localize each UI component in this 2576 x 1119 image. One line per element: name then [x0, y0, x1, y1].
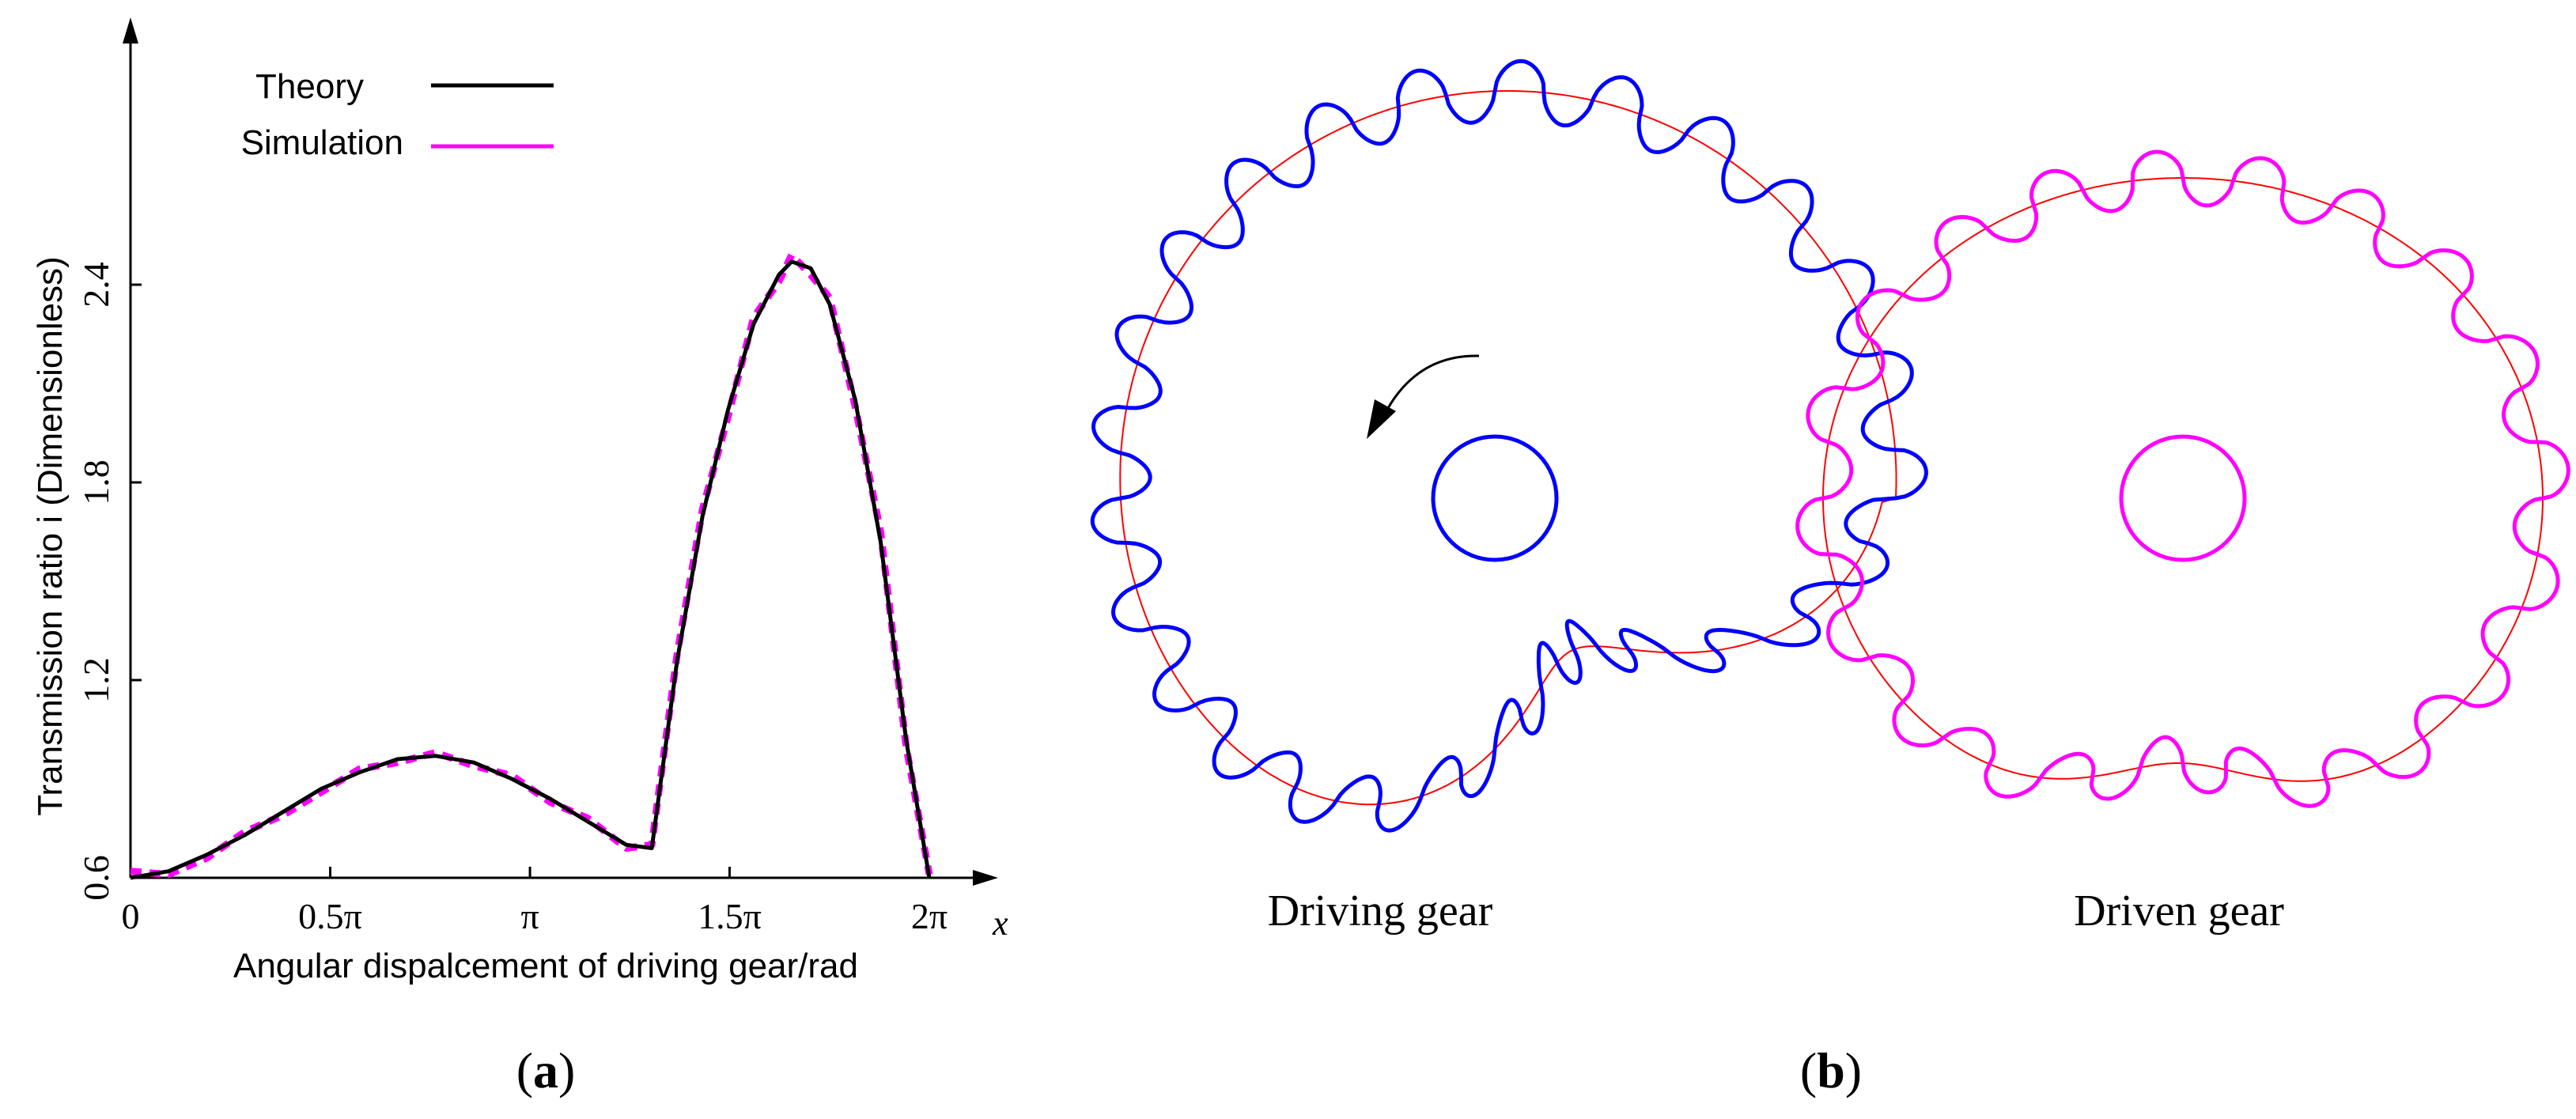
y-tick-label: 2.4: [76, 262, 116, 308]
y-tick-label: 1.8: [76, 459, 116, 505]
x-tick-label: 0.5π: [298, 896, 362, 936]
driven-gear-pitch-curve: [1822, 177, 2544, 782]
y-axis-arrow-icon: [123, 17, 138, 43]
x-tick-label: 1.5π: [698, 896, 762, 936]
legend: Theory Simulation: [241, 67, 554, 162]
x-tick-label: π: [520, 896, 539, 936]
x-tick-label: 0: [122, 896, 140, 936]
driving-gear-pitch-curve: [1119, 90, 1897, 806]
x-axis-arrow-icon: [973, 870, 998, 886]
panel-b-gear-diagram: Driving gear Driven gear (b): [1090, 59, 2570, 1098]
x-axis-variable: x: [992, 904, 1008, 943]
driven-gear-label: Driven gear: [2074, 887, 2284, 936]
series-layer: [130, 251, 933, 880]
driving-gear-outline: [1090, 59, 1928, 833]
x-ticks: 0 0.5π π 1.5π 2π: [122, 867, 948, 936]
y-ticks: 0.6 1.2 1.8 2.4: [76, 262, 142, 901]
driving-gear-label: Driving gear: [1268, 887, 1493, 936]
series-line-theory: [130, 259, 932, 880]
counterclockwise-arrow-icon: [1367, 354, 1480, 439]
legend-label-theory: Theory: [255, 67, 364, 106]
series-line-simulation: [130, 251, 933, 879]
driven-gear-outline: [1795, 149, 2570, 808]
panel-label-b: (b): [1800, 1042, 1862, 1098]
driven-gear-shaft-hole: [2119, 434, 2247, 562]
x-axis-title: Angular dispalcement of driving gear/rad: [233, 947, 858, 985]
panel-label-a: (a): [516, 1042, 576, 1098]
y-tick-label: 0.6: [76, 855, 116, 901]
x-tick-label: 2π: [911, 896, 948, 936]
y-axis-title: Transmission ratio i (Dimensionless): [31, 256, 70, 815]
panel-a-chart: 0 0.5π π 1.5π 2π 0.6 1.2 1.8 2.4 x Angular disp…: [31, 17, 1008, 1098]
y-tick-label: 1.2: [76, 657, 116, 703]
driving-gear-shaft-hole: [1431, 434, 1559, 562]
legend-label-simulation: Simulation: [241, 123, 403, 162]
